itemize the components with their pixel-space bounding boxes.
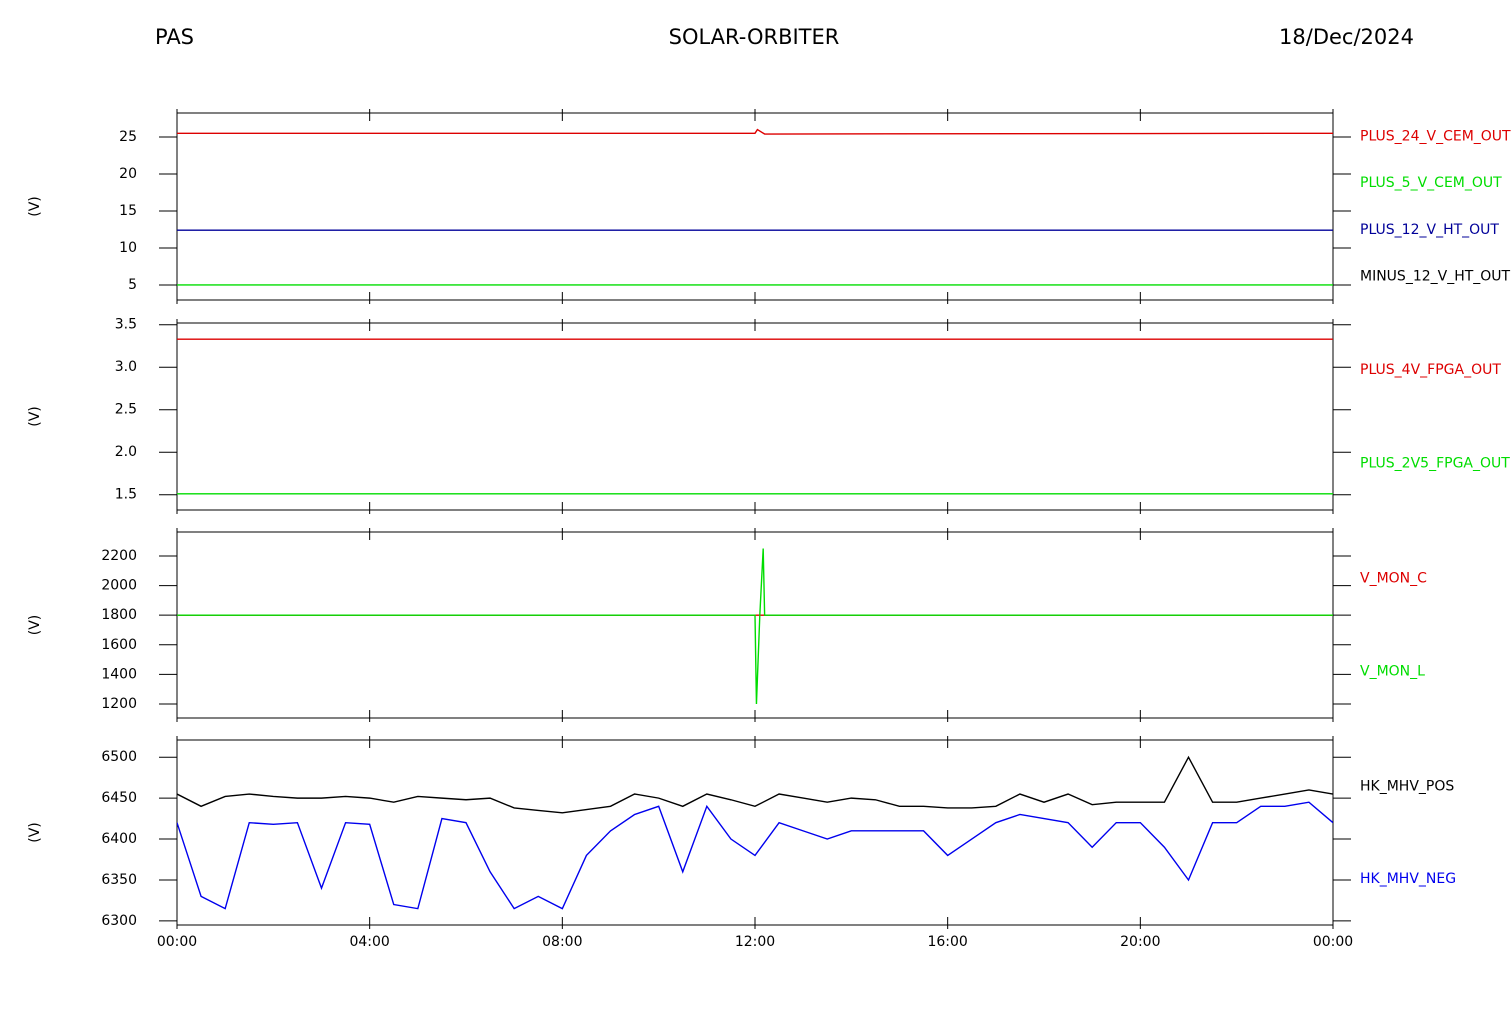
y-tick-label: 3.0 bbox=[115, 359, 137, 375]
y-tick-label: 1.5 bbox=[115, 487, 137, 503]
y-axis-label: (V) bbox=[27, 615, 43, 636]
y-tick-label: 2200 bbox=[101, 548, 137, 564]
y-tick-label: 6350 bbox=[101, 872, 137, 888]
series-line bbox=[177, 548, 1333, 704]
legend-label: PLUS_5_V_CEM_OUT bbox=[1360, 175, 1502, 191]
y-tick-label: 1600 bbox=[101, 637, 137, 653]
y-tick-label: 5 bbox=[128, 277, 137, 293]
header-title: SOLAR-ORBITER bbox=[669, 25, 840, 49]
legend-label: HK_MHV_POS bbox=[1360, 778, 1454, 794]
legend-label: HK_MHV_NEG bbox=[1360, 871, 1456, 887]
y-axis-label: (V) bbox=[27, 822, 43, 843]
legend-label: PLUS_24_V_CEM_OUT bbox=[1360, 128, 1511, 144]
x-tick-label: 04:00 bbox=[349, 934, 389, 950]
legend-label: PLUS_12_V_HT_OUT bbox=[1360, 222, 1499, 238]
y-tick-label: 2.5 bbox=[115, 402, 137, 418]
y-tick-label: 15 bbox=[119, 203, 137, 219]
y-tick-label: 6300 bbox=[101, 913, 137, 929]
x-tick-label: 20:00 bbox=[1120, 934, 1160, 950]
series-line bbox=[177, 128, 1333, 135]
y-tick-label: 10 bbox=[119, 240, 137, 256]
y-tick-label: 2000 bbox=[101, 578, 137, 594]
y-axis-label: (V) bbox=[27, 196, 43, 217]
y-tick-label: 25 bbox=[119, 129, 137, 145]
y-tick-label: 3.5 bbox=[115, 317, 137, 333]
legend-label: MINUS_12_V_HT_OUT bbox=[1360, 269, 1511, 285]
y-tick-label: 1800 bbox=[101, 607, 137, 623]
y-tick-label: 20 bbox=[119, 166, 137, 182]
x-tick-label: 00:00 bbox=[1313, 934, 1353, 950]
y-tick-label: 6400 bbox=[101, 831, 137, 847]
legend-label: V_MON_C bbox=[1360, 571, 1427, 587]
series-line bbox=[177, 755, 1333, 814]
y-tick-label: 6450 bbox=[101, 790, 137, 806]
x-tick-label: 12:00 bbox=[735, 934, 775, 950]
y-tick-label: 6500 bbox=[101, 749, 137, 765]
x-tick-label: 00:00 bbox=[157, 934, 197, 950]
legend-label: V_MON_L bbox=[1360, 664, 1425, 680]
y-axis-label: (V) bbox=[27, 406, 43, 427]
header-left: PAS bbox=[155, 25, 194, 49]
x-tick-label: 16:00 bbox=[927, 934, 967, 950]
x-tick-label: 08:00 bbox=[542, 934, 582, 950]
y-tick-label: 1200 bbox=[101, 696, 137, 712]
header-date: 18/Dec/2024 bbox=[1279, 25, 1414, 49]
legend-label: PLUS_4V_FPGA_OUT bbox=[1360, 362, 1501, 378]
legend-label: PLUS_2V5_FPGA_OUT bbox=[1360, 455, 1510, 471]
y-tick-label: 2.0 bbox=[115, 444, 137, 460]
y-tick-label: 1400 bbox=[101, 666, 137, 682]
series-line bbox=[177, 801, 1333, 910]
